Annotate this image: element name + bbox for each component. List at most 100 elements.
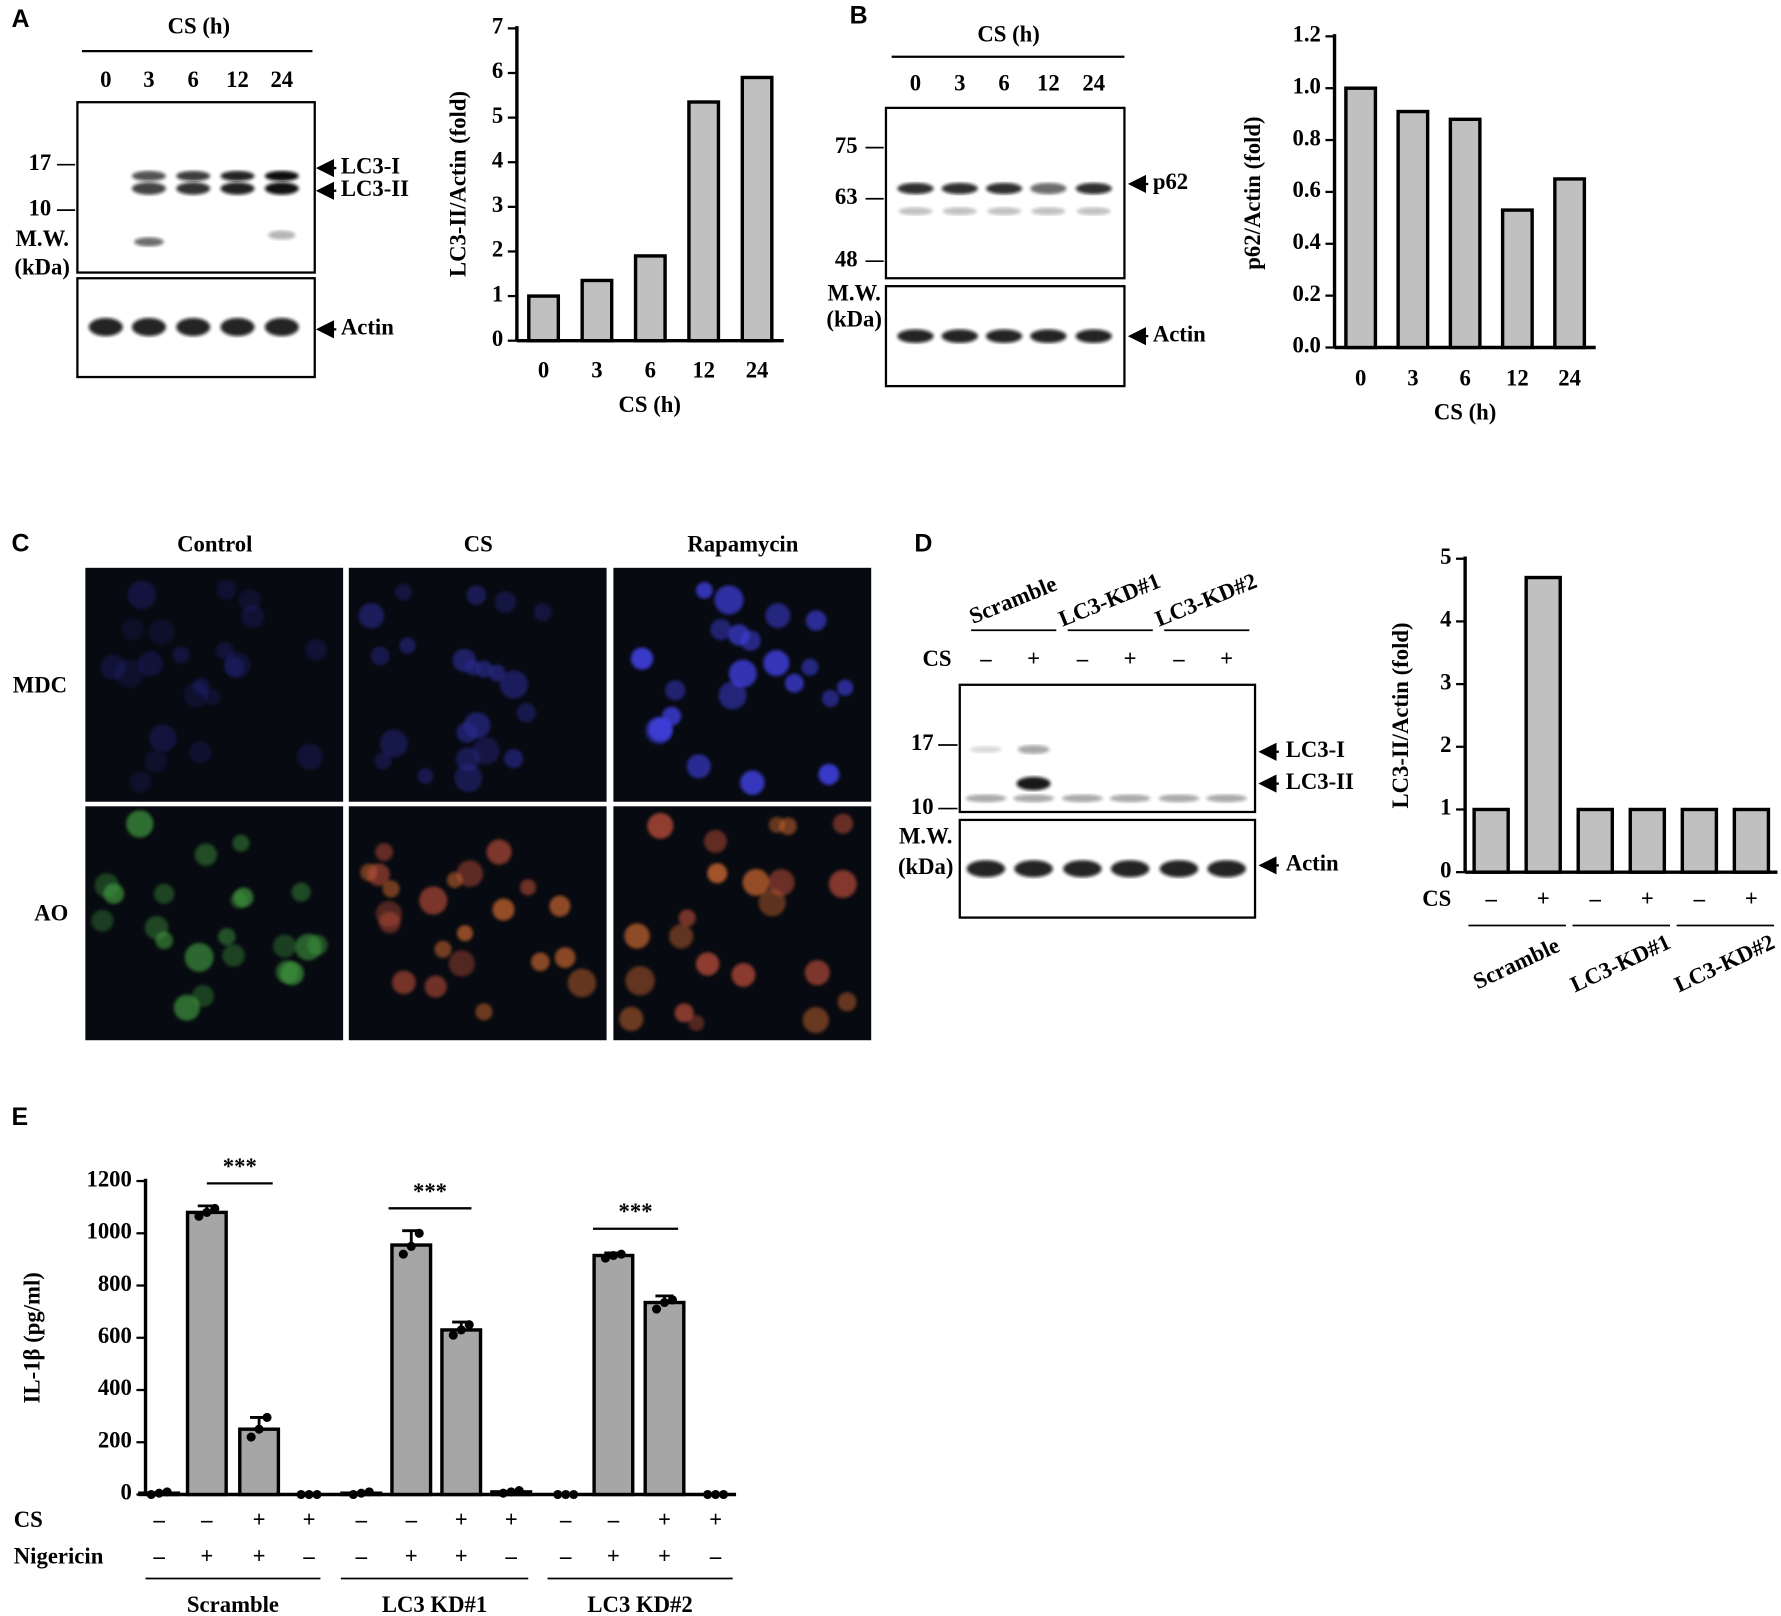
band-label: LC3-I — [1286, 737, 1345, 762]
cell — [126, 810, 154, 838]
x-tick-label: 0 — [1355, 366, 1366, 391]
cell — [233, 887, 254, 908]
data-point — [194, 1211, 204, 1221]
bar — [1576, 807, 1614, 874]
sign: – — [200, 1507, 213, 1532]
cell — [818, 763, 840, 785]
sign: + — [455, 1543, 468, 1568]
y-tick-label: 1.2 — [1293, 22, 1321, 47]
bar — [238, 1427, 281, 1497]
cell — [424, 975, 447, 998]
cell — [728, 659, 757, 688]
y-tick-label: 0.2 — [1293, 281, 1321, 306]
cell — [419, 886, 448, 915]
cell — [94, 873, 119, 898]
band-label: Actin — [341, 315, 394, 340]
blot-band — [264, 182, 299, 195]
bar — [1732, 807, 1771, 874]
blot-band — [1110, 860, 1150, 878]
x-tick-label: – — [1484, 886, 1497, 911]
cell — [240, 604, 265, 629]
y-tick-label: 4 — [492, 147, 503, 172]
blot-band — [220, 182, 255, 195]
cell — [828, 870, 857, 898]
cell — [804, 960, 830, 986]
bar — [687, 100, 721, 343]
cell — [446, 872, 463, 889]
y-tick-label: 400 — [98, 1375, 132, 1400]
cell — [624, 923, 650, 949]
cell — [549, 895, 571, 917]
blot-band — [1075, 329, 1112, 343]
mw-label: 48 — [835, 246, 858, 271]
band-label: p62 — [1153, 169, 1188, 194]
x-tick-label: 3 — [591, 358, 602, 383]
y-tick-label: 1.0 — [1293, 73, 1321, 98]
y-tick-label: 2 — [492, 237, 503, 262]
cell — [475, 660, 493, 678]
cell — [121, 618, 144, 641]
lane-label: 0 — [910, 70, 921, 95]
blot-header: CS (h) — [977, 22, 1039, 47]
data-point — [456, 1325, 466, 1335]
lane-label: 24 — [1082, 70, 1105, 95]
row-label: CS — [923, 646, 952, 671]
cell — [370, 646, 390, 666]
cell — [218, 927, 236, 946]
sign: – — [559, 1507, 572, 1532]
data-point — [202, 1207, 212, 1217]
band-label: LC3-I — [341, 153, 400, 178]
data-point — [553, 1489, 563, 1500]
cell — [448, 950, 475, 977]
sign: – — [405, 1507, 418, 1532]
blot-band — [88, 317, 123, 337]
significance-label: *** — [619, 1199, 653, 1224]
cell — [154, 883, 175, 904]
x-tick-label: – — [1589, 886, 1602, 911]
group-label: Scramble — [187, 1592, 279, 1616]
blot-band — [1016, 776, 1051, 791]
sign: + — [253, 1507, 266, 1532]
blot-band — [985, 329, 1023, 343]
x-tick-label: 24 — [1558, 366, 1581, 391]
cell — [567, 968, 597, 998]
cell — [100, 654, 126, 680]
blot-band — [268, 230, 296, 240]
cell — [232, 834, 250, 852]
x-axis-label: CS (h) — [1434, 400, 1496, 425]
cell — [704, 829, 727, 853]
cell — [731, 963, 756, 987]
sign: – — [979, 646, 992, 671]
cell — [837, 992, 857, 1012]
y-tick-label: 3 — [1440, 669, 1451, 694]
band-label: LC3-II — [1286, 769, 1354, 794]
cell — [504, 749, 524, 769]
group-label: LC3-KD#1 — [1566, 929, 1674, 997]
blot-band — [1207, 860, 1246, 878]
blot-band — [131, 170, 166, 182]
x-axis-label: CS (h) — [619, 392, 681, 417]
cell — [648, 717, 673, 742]
panel-letter: A — [12, 5, 30, 33]
cell — [148, 619, 175, 646]
group-label: LC3-KD#1 — [1055, 568, 1164, 631]
mw-label: 17 — [911, 730, 934, 755]
data-point — [600, 1253, 610, 1263]
mw-label: 63 — [835, 184, 858, 209]
cell — [710, 618, 732, 641]
blot-band — [985, 182, 1023, 195]
cell — [740, 630, 761, 651]
blot-band — [965, 794, 1007, 803]
cell — [475, 1003, 493, 1021]
bar — [1448, 117, 1482, 350]
y-tick-label: 3 — [492, 192, 503, 217]
blot-band — [1063, 860, 1102, 878]
cell — [714, 585, 744, 615]
panel-letter: C — [12, 530, 30, 558]
significance-label: *** — [223, 1154, 257, 1179]
cell — [194, 843, 218, 866]
data-point — [448, 1330, 458, 1340]
cell — [379, 729, 408, 758]
cell — [494, 591, 517, 613]
band-label: Actin — [1153, 321, 1206, 346]
